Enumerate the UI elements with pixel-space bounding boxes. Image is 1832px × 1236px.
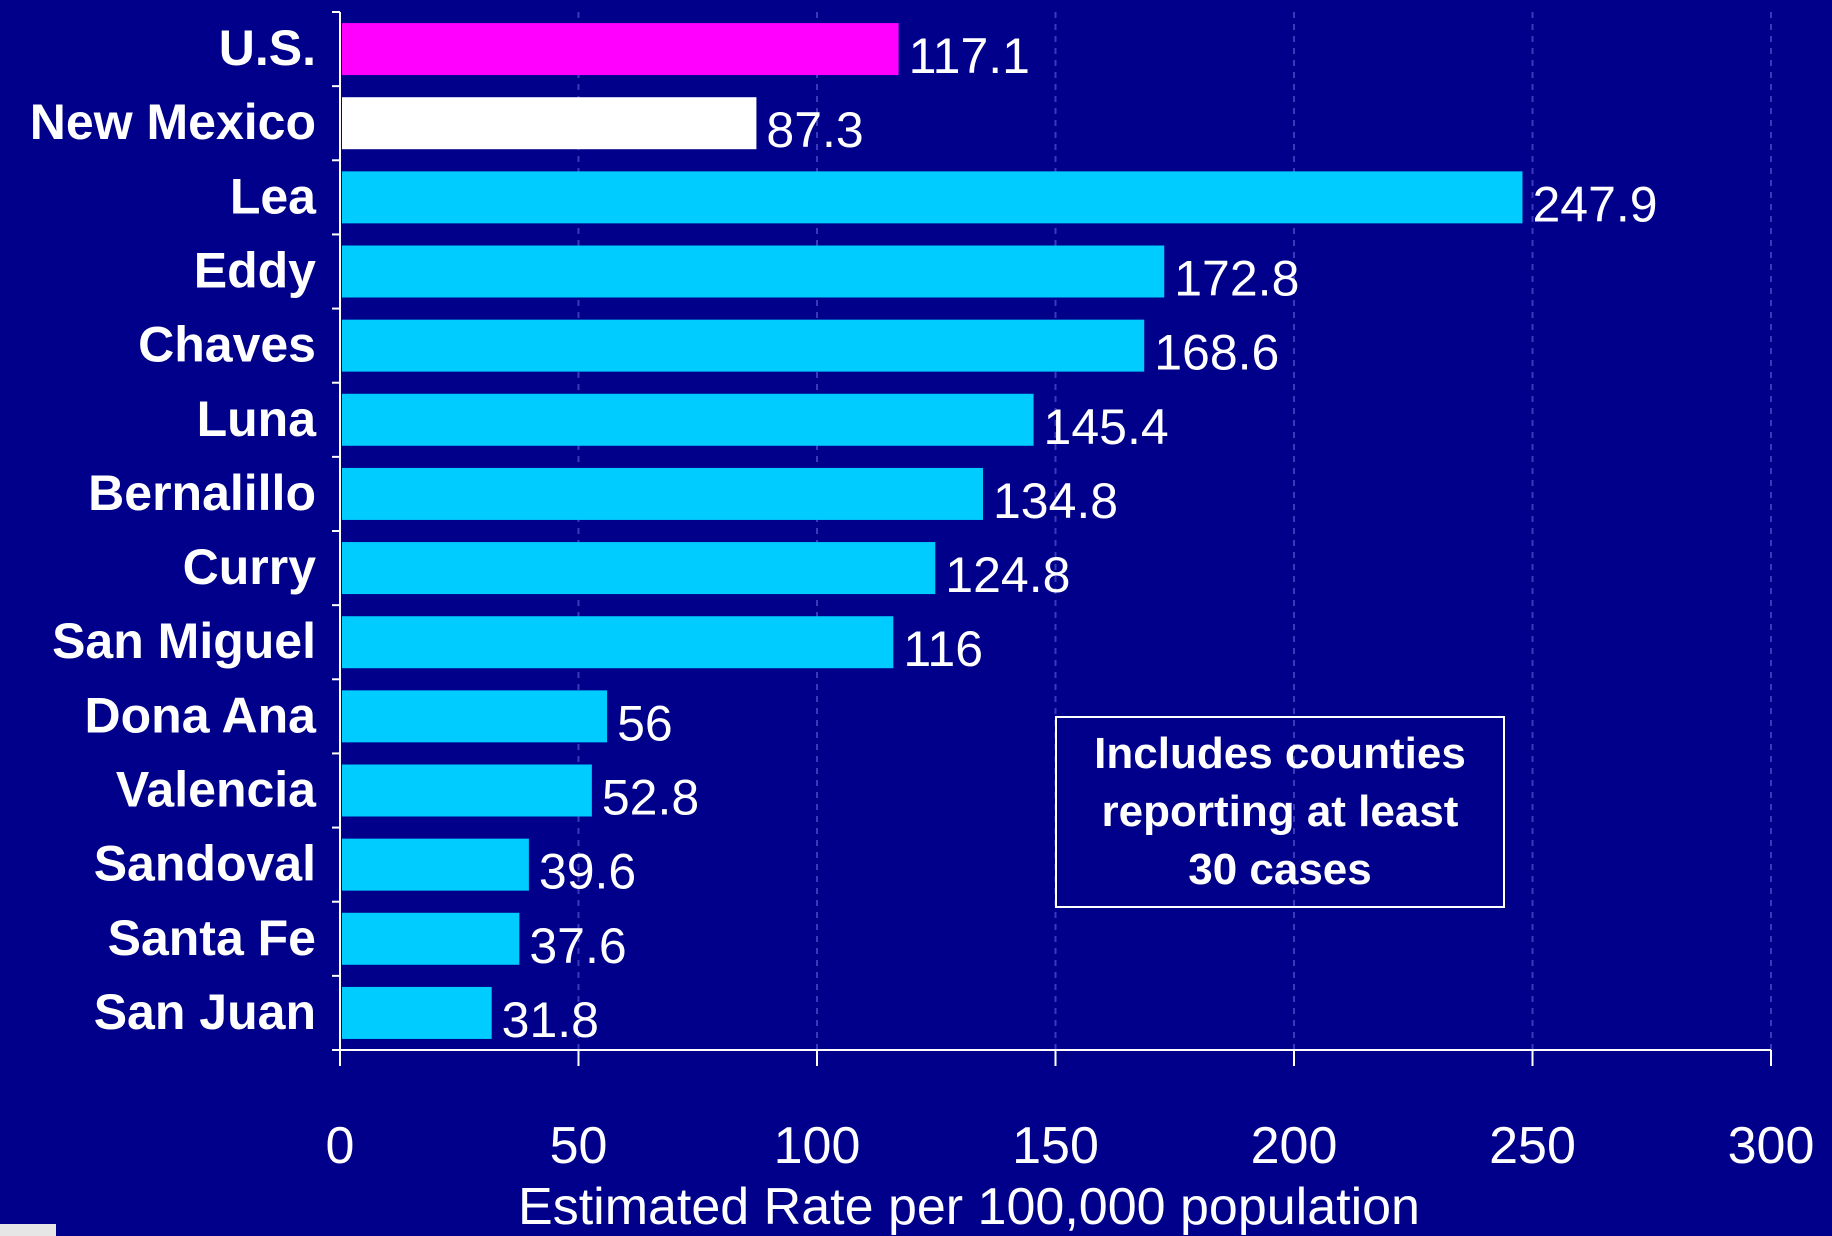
data-label: 87.3 (766, 102, 863, 158)
bars (342, 23, 1523, 1039)
x-tick-label: 150 (1012, 1117, 1099, 1175)
bar (342, 171, 1523, 224)
bar (342, 912, 520, 965)
data-label: 39.6 (539, 844, 636, 900)
x-tick-label: 250 (1489, 1117, 1576, 1175)
annotation-line-1: Includes counties (1094, 729, 1466, 778)
category-label: Dona Ana (85, 687, 318, 743)
category-label: Curry (183, 539, 317, 595)
category-label: Valencia (116, 762, 317, 818)
category-label: Lea (230, 168, 317, 224)
bar (342, 542, 936, 595)
data-label: 247.9 (1532, 176, 1657, 232)
bar (342, 23, 899, 76)
category-label: San Miguel (52, 613, 316, 669)
bar (342, 245, 1165, 298)
x-tick-label: 50 (550, 1117, 608, 1175)
category-label: Sandoval (94, 836, 316, 892)
data-label: 168.6 (1154, 325, 1279, 381)
labels: 0 50 100 150 200 250 300 U.S. 117.1 New Mexico 87.… (30, 20, 1815, 1175)
category-label: Santa Fe (108, 910, 316, 966)
x-tick-label: 300 (1728, 1117, 1815, 1175)
data-label: 124.8 (945, 547, 1070, 603)
category-label: Bernalillo (88, 465, 316, 521)
axes (332, 11, 1772, 1066)
annotation-box: Includes counties reporting at least 30 … (1055, 716, 1505, 908)
x-tick-label: 100 (774, 1117, 861, 1175)
bar (342, 764, 592, 817)
bar (342, 690, 608, 743)
data-label: 116 (903, 621, 983, 677)
annotation-line-3: 30 cases (1188, 845, 1372, 894)
data-label: 145.4 (1044, 399, 1169, 455)
bar (342, 319, 1145, 372)
x-tick-label: 200 (1251, 1117, 1338, 1175)
bar (342, 986, 492, 1039)
annotation-line-2: reporting at least (1101, 787, 1459, 836)
data-label: 37.6 (529, 918, 626, 974)
data-label: 134.8 (993, 473, 1118, 529)
x-axis-title: Estimated Rate per 100,000 population (518, 1178, 1420, 1236)
data-label: 31.8 (502, 992, 599, 1048)
slide-corner-mark (0, 1224, 56, 1236)
category-label: Eddy (194, 243, 316, 299)
bar (342, 393, 1034, 446)
category-label: San Juan (94, 984, 316, 1040)
data-label: 56 (617, 695, 673, 751)
category-label: New Mexico (30, 94, 316, 150)
data-label: 52.8 (602, 770, 699, 826)
category-label: U.S. (219, 20, 316, 76)
bar (342, 616, 894, 669)
x-tick-label: 0 (326, 1117, 355, 1175)
bar (342, 838, 529, 891)
category-label: Chaves (138, 317, 316, 373)
data-label: 172.8 (1174, 251, 1299, 307)
bar (342, 97, 757, 150)
bar (342, 467, 983, 520)
category-label: Luna (197, 391, 318, 447)
data-label: 117.1 (909, 28, 1030, 84)
